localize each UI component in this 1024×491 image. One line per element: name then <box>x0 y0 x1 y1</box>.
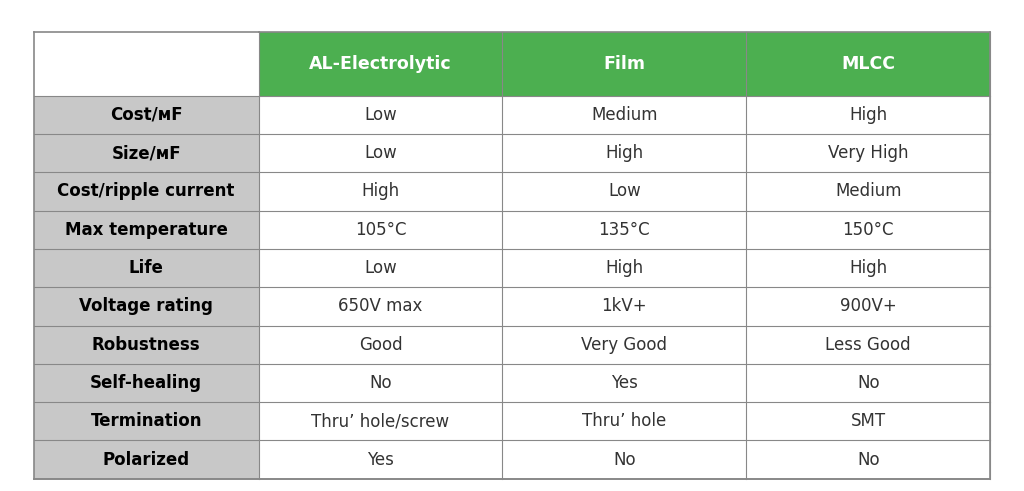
Bar <box>503 96 746 134</box>
Bar <box>746 134 990 172</box>
Text: Polarized: Polarized <box>102 451 189 468</box>
Bar <box>503 249 746 287</box>
Bar <box>258 326 503 364</box>
Text: Life: Life <box>129 259 164 277</box>
Text: 650V max: 650V max <box>338 298 423 315</box>
Bar <box>34 402 258 440</box>
Text: Low: Low <box>365 144 397 162</box>
Text: AL-Electrolytic: AL-Electrolytic <box>309 55 452 73</box>
Bar <box>503 402 746 440</box>
Text: No: No <box>370 374 392 392</box>
Bar <box>258 172 503 211</box>
Bar <box>258 96 503 134</box>
Bar <box>258 287 503 326</box>
Bar <box>503 134 746 172</box>
Bar <box>746 364 990 402</box>
Bar <box>503 326 746 364</box>
Bar <box>258 134 503 172</box>
Bar <box>34 326 258 364</box>
Text: Film: Film <box>603 55 645 73</box>
Bar <box>503 211 746 249</box>
Text: Termination: Termination <box>90 412 202 430</box>
Text: Size/мF: Size/мF <box>112 144 181 162</box>
Text: MLCC: MLCC <box>842 55 895 73</box>
Bar <box>746 326 990 364</box>
Bar <box>258 249 503 287</box>
Bar <box>258 32 503 96</box>
Text: High: High <box>849 259 888 277</box>
Text: Low: Low <box>365 259 397 277</box>
Text: Robustness: Robustness <box>92 336 201 354</box>
Text: 150°C: 150°C <box>843 221 894 239</box>
Bar <box>503 172 746 211</box>
Text: Low: Low <box>608 183 641 200</box>
Bar <box>503 364 746 402</box>
Text: High: High <box>361 183 399 200</box>
Text: 105°C: 105°C <box>354 221 407 239</box>
Bar <box>746 211 990 249</box>
Bar <box>258 211 503 249</box>
Text: No: No <box>857 374 880 392</box>
Bar <box>746 287 990 326</box>
Text: No: No <box>857 451 880 468</box>
Bar <box>258 402 503 440</box>
Text: Cost/мF: Cost/мF <box>110 106 182 124</box>
Bar <box>34 32 258 96</box>
Bar <box>746 402 990 440</box>
Text: SMT: SMT <box>851 412 886 430</box>
Text: No: No <box>613 451 636 468</box>
Text: Low: Low <box>365 106 397 124</box>
Bar <box>34 364 258 402</box>
Bar <box>34 211 258 249</box>
Text: Yes: Yes <box>611 374 638 392</box>
Text: Less Good: Less Good <box>825 336 911 354</box>
Text: Voltage rating: Voltage rating <box>79 298 213 315</box>
Text: High: High <box>605 144 643 162</box>
Text: High: High <box>605 259 643 277</box>
Bar <box>34 172 258 211</box>
Text: Max temperature: Max temperature <box>65 221 227 239</box>
Bar <box>258 440 503 479</box>
Text: Good: Good <box>358 336 402 354</box>
Text: High: High <box>849 106 888 124</box>
Bar <box>746 96 990 134</box>
Bar <box>258 364 503 402</box>
Bar <box>503 287 746 326</box>
Bar <box>34 287 258 326</box>
Bar <box>34 134 258 172</box>
Text: 1kV+: 1kV+ <box>601 298 647 315</box>
Text: 135°C: 135°C <box>599 221 650 239</box>
Bar <box>503 440 746 479</box>
Bar <box>34 440 258 479</box>
Bar <box>746 32 990 96</box>
Text: Cost/ripple current: Cost/ripple current <box>57 183 234 200</box>
Text: Very High: Very High <box>828 144 908 162</box>
Text: Very Good: Very Good <box>582 336 668 354</box>
Text: Thru’ hole/screw: Thru’ hole/screw <box>311 412 450 430</box>
Bar <box>746 440 990 479</box>
Bar <box>746 172 990 211</box>
Text: Medium: Medium <box>835 183 901 200</box>
Bar <box>503 32 746 96</box>
Text: Medium: Medium <box>591 106 657 124</box>
Text: Thru’ hole: Thru’ hole <box>583 412 667 430</box>
Bar <box>746 249 990 287</box>
Bar <box>34 249 258 287</box>
Bar <box>34 96 258 134</box>
Text: Self-healing: Self-healing <box>90 374 202 392</box>
Text: 900V+: 900V+ <box>840 298 897 315</box>
Text: Yes: Yes <box>367 451 394 468</box>
